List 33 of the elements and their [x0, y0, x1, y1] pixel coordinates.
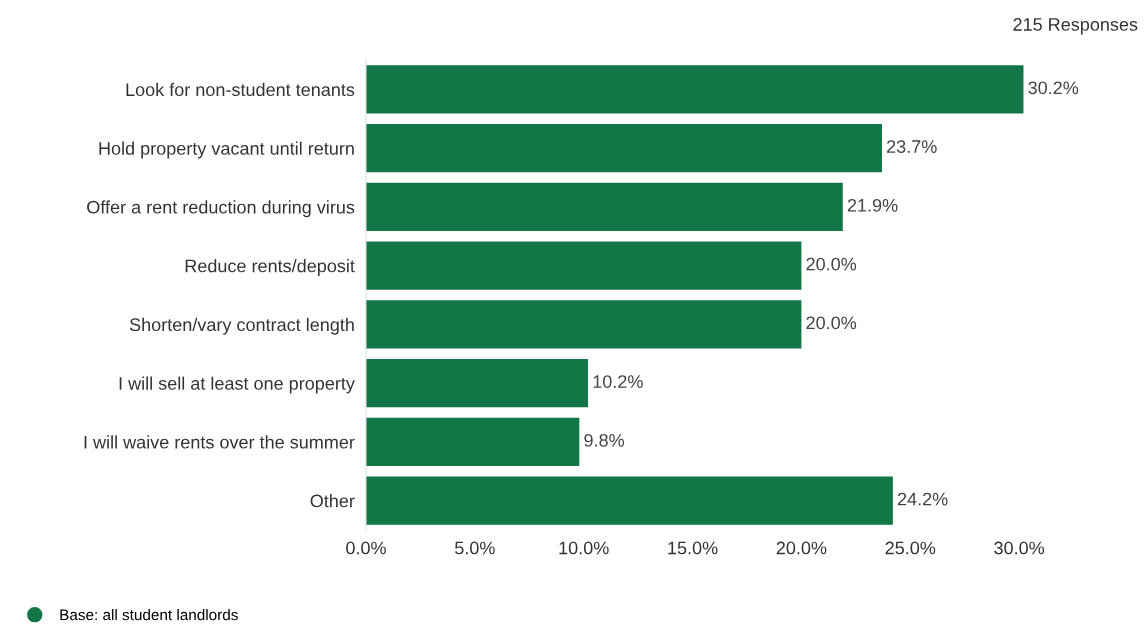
data-label: 20.0%	[806, 316, 857, 330]
data-label: 10.2%	[593, 375, 643, 388]
x-tick-label: 5.0%	[455, 541, 495, 555]
bar	[366, 359, 589, 408]
y-tick-label: Look for non-student tenants	[126, 82, 355, 97]
text: 215 Responses	[1013, 18, 1138, 35]
x-tick-label: 0.0%	[346, 541, 386, 555]
data-label: 24.2%	[897, 492, 948, 506]
y-tick-label: I will sell at least one property	[119, 376, 355, 394]
x-tick-label: 25.0%	[885, 541, 936, 555]
data-label: 30.2%	[1028, 81, 1079, 95]
y-tick-label: Hold property vacant until return	[99, 141, 354, 159]
bar	[366, 65, 1024, 114]
bar	[366, 124, 882, 173]
y-tick-label: Other	[310, 494, 355, 508]
data-label: 23.7%	[887, 140, 937, 153]
y-tick-label: Reduce rents/deposit	[185, 259, 355, 276]
bar	[366, 182, 843, 231]
legend-label: Base: all student landlords	[60, 609, 238, 621]
bar	[366, 476, 893, 525]
x-tick-label: 20.0%	[776, 541, 827, 555]
data-label: 9.8%	[584, 433, 625, 447]
y-tick-label: Shorten/vary contract length	[129, 317, 354, 335]
y-tick-label: I will waive rents over the summer	[84, 435, 355, 449]
data-label: 20.0%	[806, 257, 857, 271]
bar	[366, 241, 802, 290]
x-tick-label: 15.0%	[668, 541, 718, 555]
data-label: 21.9%	[847, 198, 898, 212]
bar	[366, 300, 802, 349]
x-tick-label: 10.0%	[559, 541, 609, 555]
x-tick-label: 30.0%	[994, 541, 1045, 555]
y-tick-label: Offer a rent reduction during virus	[87, 200, 355, 218]
bar	[366, 417, 580, 466]
